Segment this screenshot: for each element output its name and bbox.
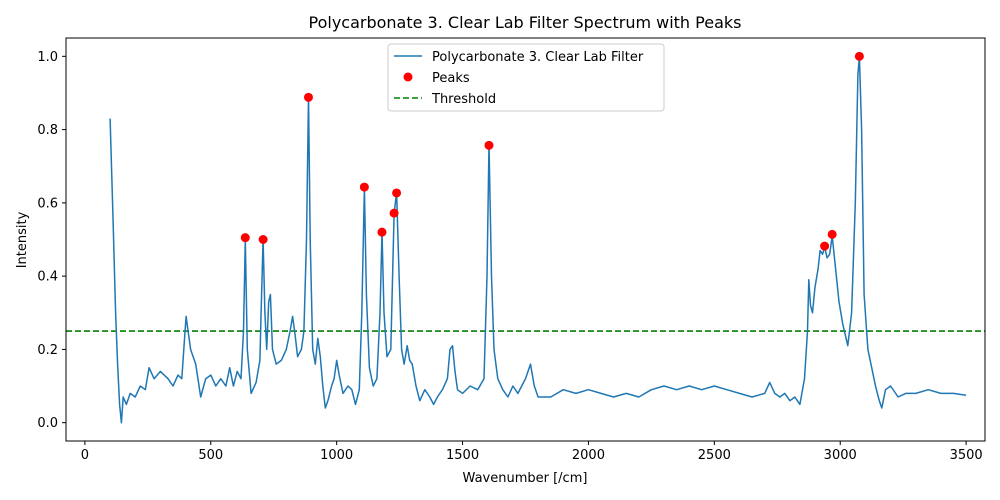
series-line-0 — [109, 55, 967, 424]
peak-marker-10 — [854, 51, 864, 61]
plot-area: 0 500 1000 1500 2000 2500 3000 3500 0.0 0.2 0.4 0.6… — [37, 37, 986, 463]
x-tick-label-7: 3500 — [950, 448, 983, 463]
x-tick-label-4: 2000 — [572, 448, 605, 463]
peak-marker-2 — [303, 92, 313, 102]
y-tick-label-1: 0.2 — [37, 343, 58, 358]
peak-marker-3 — [359, 182, 369, 192]
legend-label-threshold: Threshold — [431, 92, 496, 107]
y-tick-label-4: 0.8 — [37, 123, 58, 138]
peak-marker-8 — [820, 241, 830, 251]
y-tick-label-3: 0.6 — [37, 196, 58, 211]
x-tick-label-2: 1000 — [320, 448, 353, 463]
x-tick-label-3: 1500 — [446, 448, 479, 463]
legend-label-series: Polycarbonate 3. Clear Lab Filter — [432, 50, 644, 65]
peak-marker-5 — [389, 208, 399, 218]
y-tick-label-5: 1.0 — [37, 50, 58, 65]
peak-marker-7 — [484, 140, 494, 150]
x-tick-label-0: 0 — [81, 448, 89, 463]
chart-title: Polycarbonate 3. Clear Lab Filter Spectr… — [309, 13, 742, 32]
peak-marker-6 — [392, 188, 402, 198]
legend-peak-swatch — [403, 72, 413, 82]
x-tick-label-5: 2500 — [698, 448, 731, 463]
peak-marker-4 — [377, 227, 387, 237]
peak-marker-0 — [240, 233, 250, 243]
legend-frame — [387, 43, 665, 112]
y-tick-label-2: 0.4 — [37, 270, 58, 285]
axes-frame — [65, 37, 986, 442]
peak-marker-9 — [827, 229, 837, 239]
legend: Polycarbonate 3. Clear Lab Filter Peaks … — [387, 43, 665, 112]
x-axis-title: Wavenumber [/cm] — [463, 471, 588, 486]
x-tick-label-6: 3000 — [824, 448, 857, 463]
peak-marker-1 — [258, 235, 268, 244]
y-axis-title: Intensity — [15, 211, 30, 268]
y-tick-label-0: 0.0 — [37, 416, 58, 431]
legend-label-peaks: Peaks — [432, 71, 470, 86]
x-tick-label-1: 500 — [198, 448, 223, 463]
